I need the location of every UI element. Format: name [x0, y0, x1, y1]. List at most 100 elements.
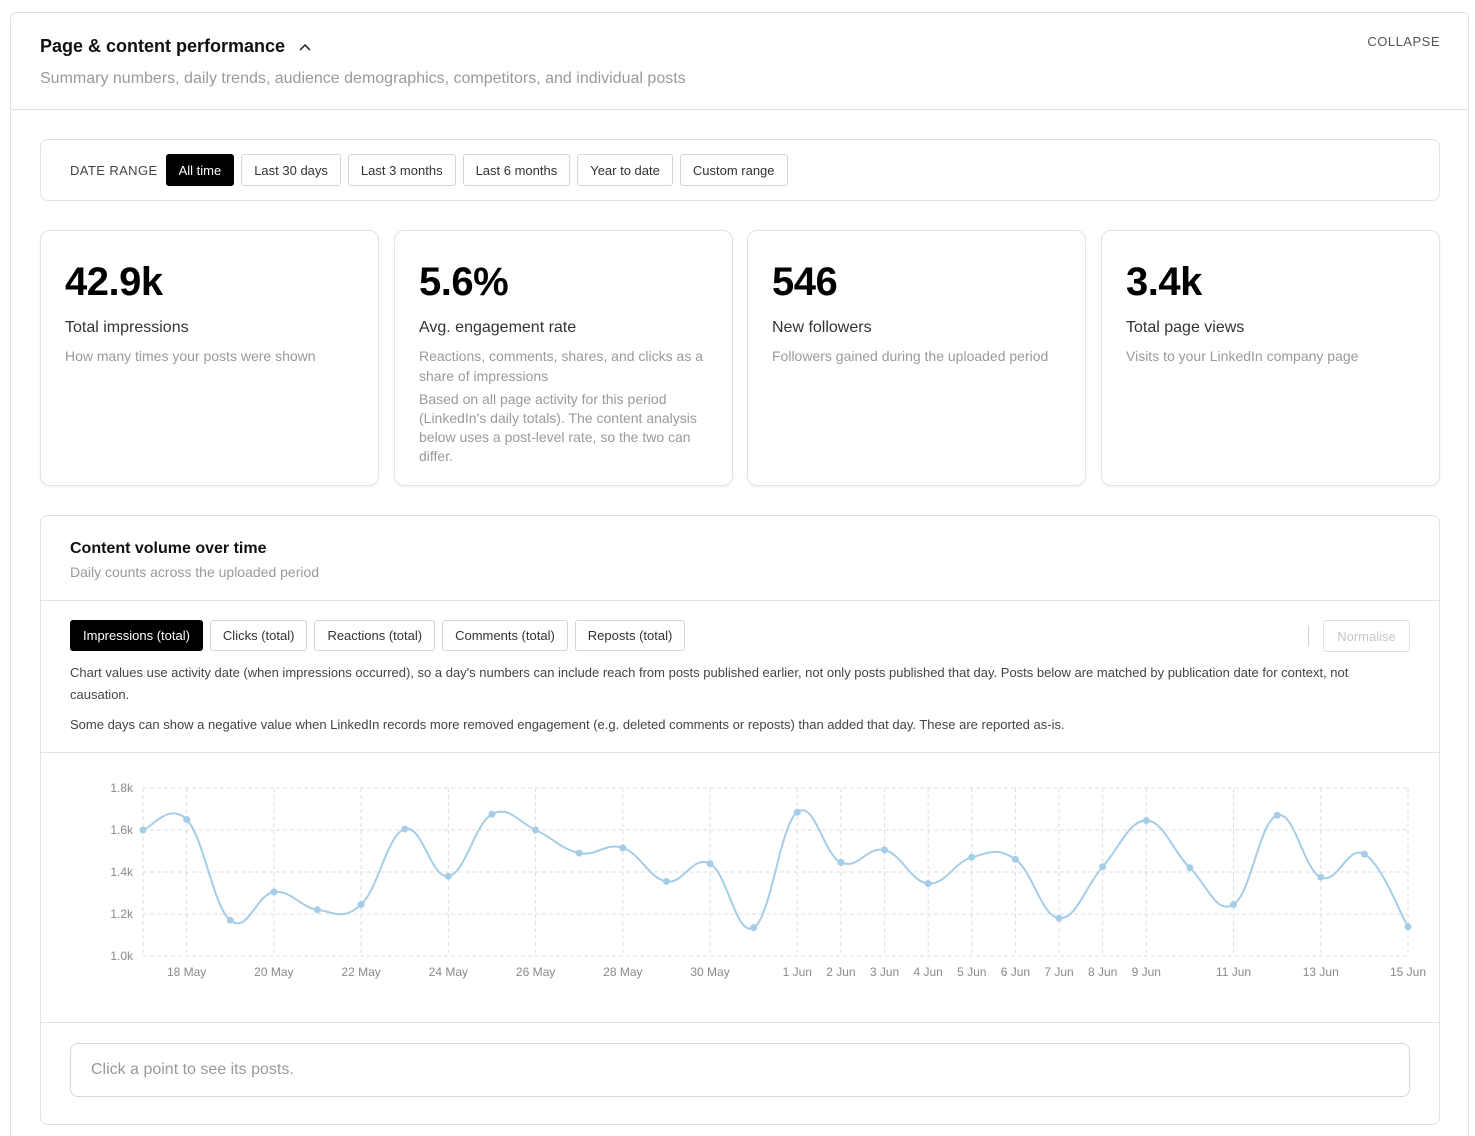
y-tick-label: 1.4k [110, 865, 134, 879]
x-tick-label: 20 May [254, 965, 293, 979]
card-value: 5.6% [419, 260, 509, 304]
data-point[interactable] [575, 849, 583, 857]
x-tick-label: 6 Jun [1001, 965, 1030, 979]
card-avg-engagement-rate: 5.6% Avg. engagement rate Reactions, com… [394, 230, 733, 486]
card-name: New followers [772, 319, 872, 336]
card-value: 546 [772, 260, 838, 304]
data-point[interactable] [270, 888, 278, 896]
y-tick-label: 1.2k [110, 907, 134, 921]
divider [41, 600, 1439, 601]
data-point[interactable] [1230, 901, 1238, 909]
data-points[interactable] [139, 808, 1412, 932]
x-tick-label: 2 Jun [826, 965, 855, 979]
collapse-button[interactable]: COLLAPSE [1367, 34, 1440, 49]
metric-tabs: Impressions (total) Clicks (total) React… [70, 620, 686, 651]
data-point[interactable] [532, 826, 540, 834]
x-tick-label: 22 May [341, 965, 380, 979]
data-point[interactable] [139, 826, 147, 834]
data-point[interactable] [226, 916, 234, 924]
impressions-line-chart[interactable]: 1.0k 1.2k 1.4k 1.6k 1.8k 18 May 20 May 22 May 2… [41, 753, 1439, 1023]
y-axis-ticks: 1.0k 1.2k 1.4k 1.6k 1.8k [110, 781, 134, 963]
date-option-last-3-months[interactable]: Last 3 months [347, 154, 456, 186]
data-point[interactable] [662, 877, 670, 885]
data-point[interactable] [793, 808, 801, 816]
data-point[interactable] [357, 901, 365, 909]
card-value: 3.4k [1126, 260, 1202, 304]
x-tick-label: 3 Jun [870, 965, 899, 979]
content-volume-section: Content volume over time Daily counts ac… [40, 515, 1440, 1125]
y-tick-label: 1.0k [110, 949, 134, 963]
data-point[interactable] [444, 872, 452, 880]
data-point[interactable] [401, 825, 409, 833]
tab-reposts-total[interactable]: Reposts (total) [574, 620, 686, 651]
tab-reactions-total[interactable]: Reactions (total) [314, 620, 436, 651]
impressions-series-line [142, 809, 1409, 930]
data-point[interactable] [183, 816, 191, 823]
date-option-all-time[interactable]: All time [165, 154, 235, 186]
data-point[interactable] [1099, 863, 1107, 871]
card-total-page-views: 3.4k Total page views Visits to your Lin… [1101, 230, 1440, 486]
panel-subtitle: Summary numbers, daily trends, audience … [40, 70, 686, 87]
chevron-up-icon[interactable] [297, 39, 313, 55]
y-tick-label: 1.6k [110, 823, 134, 837]
section-title: Content volume over time [70, 540, 267, 557]
data-point[interactable] [313, 906, 321, 914]
data-point[interactable] [968, 853, 976, 861]
card-name: Total page views [1126, 319, 1245, 336]
data-point[interactable] [1011, 855, 1019, 863]
x-tick-label: 15 Jun [1390, 965, 1426, 979]
data-point[interactable] [1317, 873, 1325, 881]
tab-comments-total[interactable]: Comments (total) [442, 620, 568, 651]
date-option-year-to-date[interactable]: Year to date [577, 154, 673, 186]
x-tick-label: 18 May [167, 965, 206, 979]
card-description: Reactions, comments, shares, and clicks … [419, 348, 704, 384]
card-new-followers: 546 New followers Followers gained durin… [747, 230, 1086, 486]
card-description: Visits to your LinkedIn company page [1126, 348, 1359, 364]
tab-impressions-total[interactable]: Impressions (total) [70, 620, 203, 651]
x-tick-label: 13 Jun [1303, 965, 1339, 979]
toolbar-separator [1308, 626, 1309, 646]
x-tick-label: 24 May [429, 965, 468, 979]
card-total-impressions: 42.9k Total impressions How many times y… [40, 230, 379, 486]
divider [41, 752, 1439, 753]
data-point[interactable] [837, 859, 845, 867]
y-tick-label: 1.8k [110, 781, 134, 795]
x-tick-label: 1 Jun [783, 965, 812, 979]
normalise-button[interactable]: Normalise [1323, 620, 1410, 652]
tab-clicks-total[interactable]: Clicks (total) [209, 620, 308, 651]
date-option-custom-range[interactable]: Custom range [679, 154, 788, 186]
panel-title-text: Page & content performance [40, 36, 286, 56]
data-point[interactable] [619, 844, 627, 852]
data-point[interactable] [924, 880, 932, 888]
section-subtitle: Daily counts across the uploaded period [70, 564, 320, 580]
date-option-last-6-months[interactable]: Last 6 months [462, 154, 571, 186]
activity-date-note: Chart values use activity date (when imp… [70, 665, 1349, 702]
x-tick-label: 4 Jun [913, 965, 942, 979]
page-content-performance-panel: Page & content performance Summary numbe… [10, 12, 1469, 1136]
data-point[interactable] [488, 810, 496, 818]
data-point[interactable] [1404, 923, 1412, 931]
card-description: How many times your posts were shown [65, 348, 316, 364]
card-description: Followers gained during the uploaded per… [772, 348, 1049, 364]
negative-values-note: Some days can show a negative value when… [70, 717, 1065, 732]
x-tick-label: 8 Jun [1088, 965, 1117, 979]
data-point[interactable] [1186, 864, 1194, 872]
data-point[interactable] [1055, 914, 1063, 922]
data-point[interactable] [706, 860, 714, 868]
data-point[interactable] [1142, 817, 1150, 825]
data-point[interactable] [750, 924, 758, 932]
posts-hint-box[interactable]: Click a point to see its posts. [70, 1043, 1410, 1097]
panel-header: Page & content performance Summary numbe… [11, 13, 1468, 110]
x-tick-label: 11 Jun [1216, 965, 1251, 979]
card-note: Based on all page activity for this peri… [419, 391, 697, 464]
data-point[interactable] [1273, 811, 1281, 819]
data-point[interactable] [881, 846, 889, 854]
x-tick-label: 5 Jun [957, 965, 986, 979]
card-value: 42.9k [65, 260, 163, 304]
date-range-label: DATE RANGE [70, 162, 158, 178]
x-tick-label: 7 Jun [1044, 965, 1073, 979]
x-tick-label: 26 May [516, 965, 555, 979]
panel-title[interactable]: Page & content performance [40, 36, 313, 57]
date-option-last-30-days[interactable]: Last 30 days [241, 154, 341, 186]
data-point[interactable] [1360, 850, 1368, 858]
